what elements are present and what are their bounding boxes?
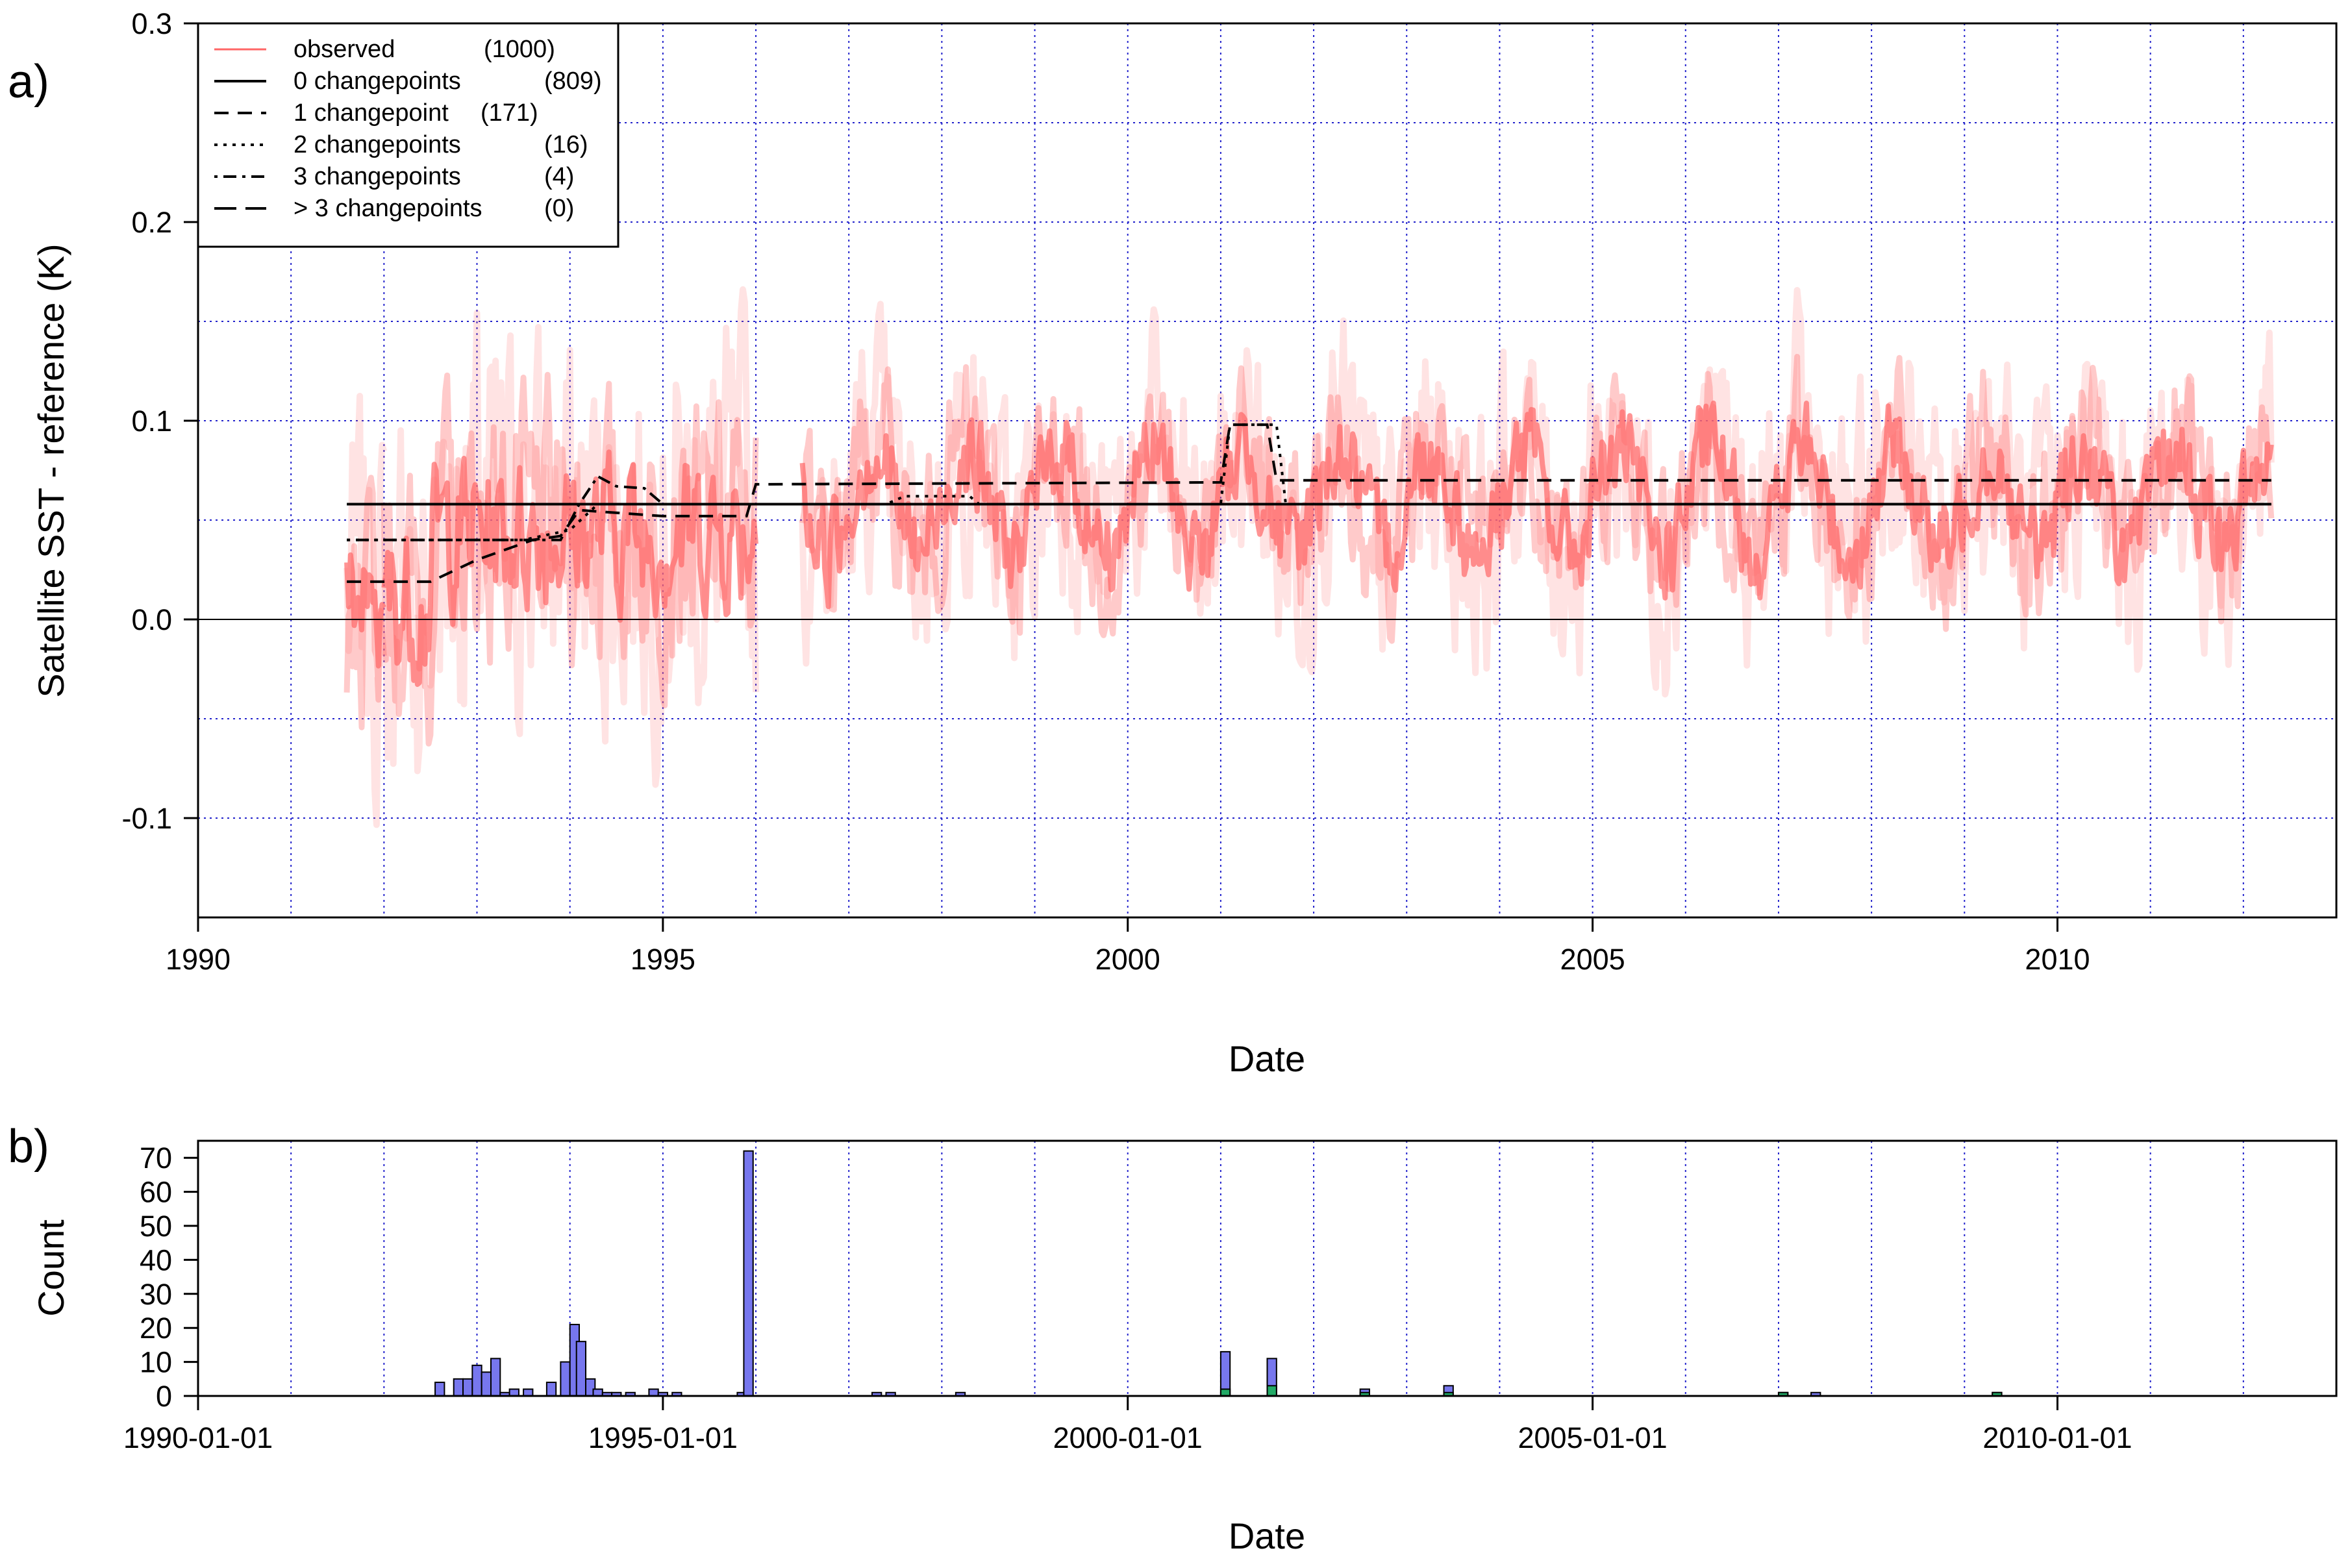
y-tick-label: 0 (156, 1380, 172, 1413)
histogram-bar (743, 1150, 754, 1397)
legend-count: (809) (544, 68, 602, 95)
histogram-bar (575, 1341, 587, 1397)
panel-b-label: b) (8, 1121, 49, 1173)
y-tick-label: 0.3 (131, 7, 172, 40)
histogram-bar-subset (1266, 1385, 1277, 1397)
y-tick-label: 40 (140, 1243, 172, 1276)
series-line (347, 423, 2271, 541)
observed-series (381, 286, 759, 788)
legend-count: (4) (544, 163, 574, 190)
y-tick-label: 0.0 (131, 603, 172, 636)
y-tick-label: -0.1 (121, 802, 172, 835)
observed-series (344, 552, 386, 669)
histogram-bar (453, 1378, 464, 1397)
x-tick-label: 1990-01-01 (123, 1421, 273, 1454)
y-tick-label: 10 (140, 1346, 172, 1379)
legend-label: 2 changepoints (294, 131, 461, 158)
panel-a-frame (197, 22, 2338, 919)
y-tick-label: 70 (140, 1141, 172, 1175)
histogram-bar (523, 1388, 534, 1397)
histogram-bar (592, 1388, 603, 1397)
histogram-bar (508, 1388, 519, 1397)
panel-b-ylabel: Count (31, 1219, 71, 1317)
x-tick-label: 2010-01-01 (1982, 1421, 2132, 1454)
legend-count: (16) (544, 131, 588, 158)
x-tick-label: 1990 (166, 943, 231, 976)
legend-label: 0 changepoints (294, 68, 461, 95)
panel-b-chart: 1990-01-01 1995-01-01 2000-01-01 2005-01-01… (8, 1121, 2338, 1556)
histogram-bar-subset (1219, 1388, 1231, 1397)
histogram-bar (471, 1364, 482, 1397)
x-tick-label: 2010 (2025, 943, 2090, 976)
y-tick-label: 0.2 (131, 206, 172, 239)
y-tick-label: 50 (140, 1210, 172, 1243)
histogram-bar (648, 1388, 659, 1397)
histogram-bar (545, 1382, 557, 1397)
x-tick-label: 2005-01-01 (1518, 1421, 1668, 1454)
x-tick-label: 2000-01-01 (1053, 1421, 1203, 1454)
legend-count: (0) (544, 195, 574, 222)
legend-label: 1 changepoint (294, 99, 449, 127)
histogram-bar (462, 1378, 473, 1397)
observed-series (799, 287, 2275, 698)
legend: observed (1000) 0 changepoints (809) 1 chang… (197, 22, 619, 248)
y-tick-label: 60 (140, 1176, 172, 1209)
observed-series (381, 449, 758, 687)
panel-b-xlabel: Date (1229, 1515, 1305, 1556)
legend-label: > 3 changepoints (294, 195, 482, 222)
histogram-bar (481, 1371, 492, 1397)
x-tick-label: 1995-01-01 (588, 1421, 738, 1454)
y-tick-label: 30 (140, 1278, 172, 1311)
panel-b-frame (197, 1139, 2338, 1397)
observed-series (344, 393, 388, 828)
y-tick-label: 0.1 (131, 404, 172, 438)
legend-label: observed (294, 36, 395, 63)
histogram-bar (490, 1358, 501, 1397)
x-tick-label: 2005 (1560, 943, 1625, 976)
x-tick-label: 1995 (631, 943, 695, 976)
legend-label: 3 changepoints (294, 163, 461, 190)
histogram-bar (560, 1361, 571, 1397)
panel-a-label: a) (8, 56, 49, 108)
legend-count: (1000) (484, 36, 555, 63)
panel-a-xlabel: Date (1229, 1038, 1305, 1079)
legend-count: (171) (481, 99, 538, 127)
observed-series (799, 400, 2274, 610)
panel-a-chart: 1990 1995 2000 2005 2010 -0.1 0.0 0.1 0.2 0.3 a)… (8, 7, 2338, 1079)
panel-a-ylabel: Satellite SST - reference (K) (31, 243, 71, 697)
y-tick-label: 20 (140, 1312, 172, 1345)
series-line (347, 475, 2271, 541)
x-tick-label: 2000 (1095, 943, 1160, 976)
histogram-bar (434, 1382, 445, 1397)
